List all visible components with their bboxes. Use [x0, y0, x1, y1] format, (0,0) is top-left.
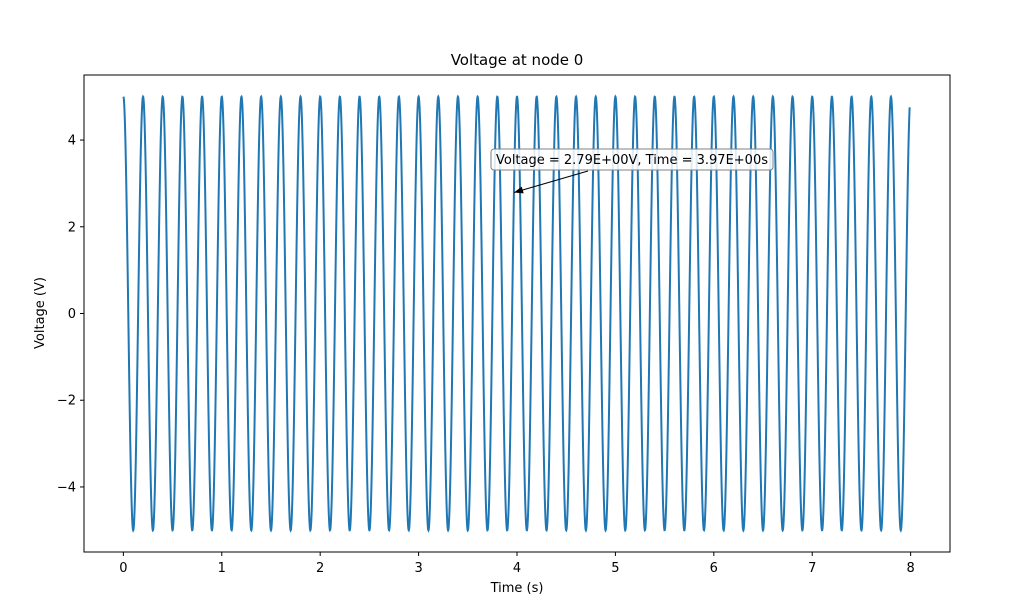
x-tick-label: 0 [119, 561, 127, 576]
x-tick-label: 6 [710, 561, 718, 576]
y-tick-label: −2 [57, 394, 76, 409]
x-tick-label: 8 [906, 561, 914, 576]
y-tick-label: 0 [68, 307, 76, 322]
annotation-arrow [513, 170, 589, 193]
x-tick-label: 3 [414, 561, 422, 576]
x-axis-ticks: 0 1 2 3 4 5 6 7 8 [119, 552, 915, 576]
y-axis-ticks: −4 −2 0 2 4 [57, 134, 84, 495]
y-axis-label: Voltage (V) [33, 277, 48, 349]
annotation-box [490, 148, 774, 171]
x-tick-label: 1 [218, 561, 226, 576]
x-tick-label: 4 [513, 561, 521, 576]
annotation: Voltage = 2.79E+00V, Time = 3.97E+00s [490, 148, 774, 194]
y-tick-label: 2 [68, 220, 76, 235]
y-tick-label: −4 [57, 480, 76, 495]
series-line-voltage [122, 94, 911, 533]
chart-title: Voltage at node 0 [451, 51, 584, 69]
annotation-arrowhead [514, 186, 524, 194]
x-tick-label: 5 [611, 561, 619, 576]
x-tick-label: 7 [808, 561, 816, 576]
x-tick-label: 2 [316, 561, 324, 576]
annotation-text: Voltage = 2.79E+00V, Time = 3.97E+00s [496, 153, 768, 168]
x-axis-label: Time (s) [490, 581, 544, 596]
y-tick-label: 4 [68, 134, 76, 149]
